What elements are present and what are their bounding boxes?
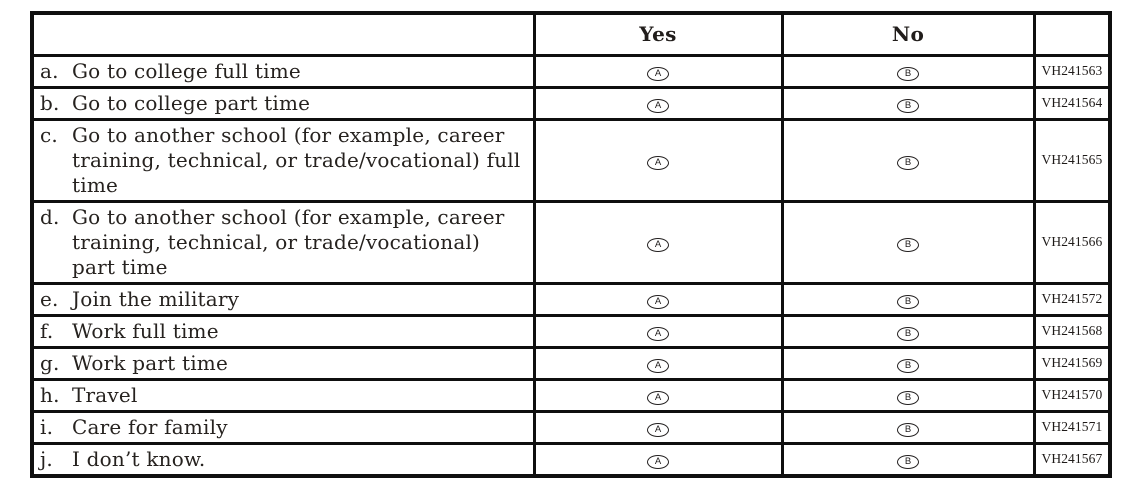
blank-code-header — [1032, 11, 1112, 57]
no-column-header: No — [780, 11, 1036, 57]
no-bubble-letter: B — [904, 360, 912, 372]
row-code: VH241565 — [1032, 117, 1112, 203]
table-row: i. Care for family A B VH241571 — [30, 409, 1112, 445]
no-answer-bubble[interactable]: B — [897, 66, 919, 81]
table-row: h. Travel A B VH241570 — [30, 377, 1112, 413]
table-row: b. Go to college part time A B VH241564 — [30, 85, 1112, 121]
row-code: VH241569 — [1032, 345, 1112, 381]
yes-bubble-letter: A — [654, 239, 662, 251]
table-row: g. Work part time A B VH241569 — [30, 345, 1112, 381]
row-letter: e. — [40, 286, 59, 311]
no-bubble-letter: B — [904, 68, 912, 80]
row-code: VH241572 — [1032, 281, 1112, 317]
row-code: VH241566 — [1032, 199, 1112, 285]
no-bubble-letter: B — [904, 456, 912, 468]
yes-bubble-letter: A — [654, 296, 662, 308]
row-code: VH241567 — [1032, 441, 1112, 477]
no-answer-bubble[interactable]: B — [897, 155, 919, 170]
no-answer-bubble[interactable]: B — [897, 237, 919, 252]
no-bubble-letter: B — [904, 392, 912, 404]
no-answer-bubble[interactable]: B — [897, 422, 919, 437]
yes-bubble-letter: A — [654, 392, 662, 404]
row-letter: b. — [40, 90, 60, 115]
yes-bubble-letter: A — [654, 456, 662, 468]
row-code: VH241571 — [1032, 409, 1112, 445]
yes-answer-bubble[interactable]: A — [647, 358, 669, 373]
blank-label-header — [30, 11, 536, 57]
row-letter: a. — [40, 58, 59, 83]
no-answer-bubble[interactable]: B — [897, 390, 919, 405]
row-letter: h. — [40, 382, 60, 407]
row-label: Work full time — [72, 318, 219, 343]
row-label: Go to another school (for example, caree… — [72, 204, 505, 279]
row-label: Go to college part time — [72, 90, 311, 115]
yes-no-questionnaire-table: Yes No a. Go to college full time A B VH… — [30, 11, 1112, 478]
yes-column-header: Yes — [532, 11, 784, 57]
yes-answer-bubble[interactable]: A — [647, 326, 669, 341]
yes-answer-bubble[interactable]: A — [647, 237, 669, 252]
row-code: VH241564 — [1032, 85, 1112, 121]
row-label: Travel — [72, 382, 138, 407]
no-answer-bubble[interactable]: B — [897, 358, 919, 373]
table-row: d. Go to another school (for example, ca… — [30, 199, 1112, 285]
no-bubble-letter: B — [904, 239, 912, 251]
yes-bubble-letter: A — [654, 100, 662, 112]
row-letter: g. — [40, 350, 60, 375]
no-answer-bubble[interactable]: B — [897, 294, 919, 309]
table-row: f. Work full time A B VH241568 — [30, 313, 1112, 349]
row-label: Go to college full time — [72, 58, 301, 83]
row-letter: i. — [40, 414, 54, 439]
yes-bubble-letter: A — [654, 157, 662, 169]
no-bubble-letter: B — [904, 424, 912, 436]
row-label: Go to another school (for example, caree… — [72, 122, 521, 197]
row-letter: c. — [40, 122, 58, 147]
row-code: VH241563 — [1032, 53, 1112, 89]
row-label: Care for family — [72, 414, 228, 439]
no-answer-bubble[interactable]: B — [897, 326, 919, 341]
no-bubble-letter: B — [904, 328, 912, 340]
header-row: Yes No — [30, 11, 1112, 57]
row-label: Work part time — [72, 350, 228, 375]
row-code: VH241570 — [1032, 377, 1112, 413]
row-label: I don’t know. — [72, 446, 206, 471]
no-answer-bubble[interactable]: B — [897, 98, 919, 113]
row-label: Join the military — [72, 286, 240, 311]
table-row: j. I don’t know. A B VH241567 — [30, 441, 1112, 477]
row-letter: d. — [40, 204, 60, 229]
yes-bubble-letter: A — [654, 68, 662, 80]
row-letter: f. — [40, 318, 54, 343]
table-row: a. Go to college full time A B VH241563 — [30, 53, 1112, 89]
yes-answer-bubble[interactable]: A — [647, 454, 669, 469]
row-letter: j. — [40, 446, 53, 471]
yes-answer-bubble[interactable]: A — [647, 390, 669, 405]
no-bubble-letter: B — [904, 100, 912, 112]
yes-answer-bubble[interactable]: A — [647, 155, 669, 170]
table-row: e. Join the military A B VH241572 — [30, 281, 1112, 317]
no-bubble-letter: B — [904, 157, 912, 169]
yes-answer-bubble[interactable]: A — [647, 66, 669, 81]
yes-bubble-letter: A — [654, 424, 662, 436]
no-answer-bubble[interactable]: B — [897, 454, 919, 469]
yes-answer-bubble[interactable]: A — [647, 422, 669, 437]
row-code: VH241568 — [1032, 313, 1112, 349]
yes-answer-bubble[interactable]: A — [647, 294, 669, 309]
table-row: c. Go to another school (for example, ca… — [30, 117, 1112, 203]
yes-answer-bubble[interactable]: A — [647, 98, 669, 113]
no-bubble-letter: B — [904, 296, 912, 308]
yes-bubble-letter: A — [654, 360, 662, 372]
yes-bubble-letter: A — [654, 328, 662, 340]
